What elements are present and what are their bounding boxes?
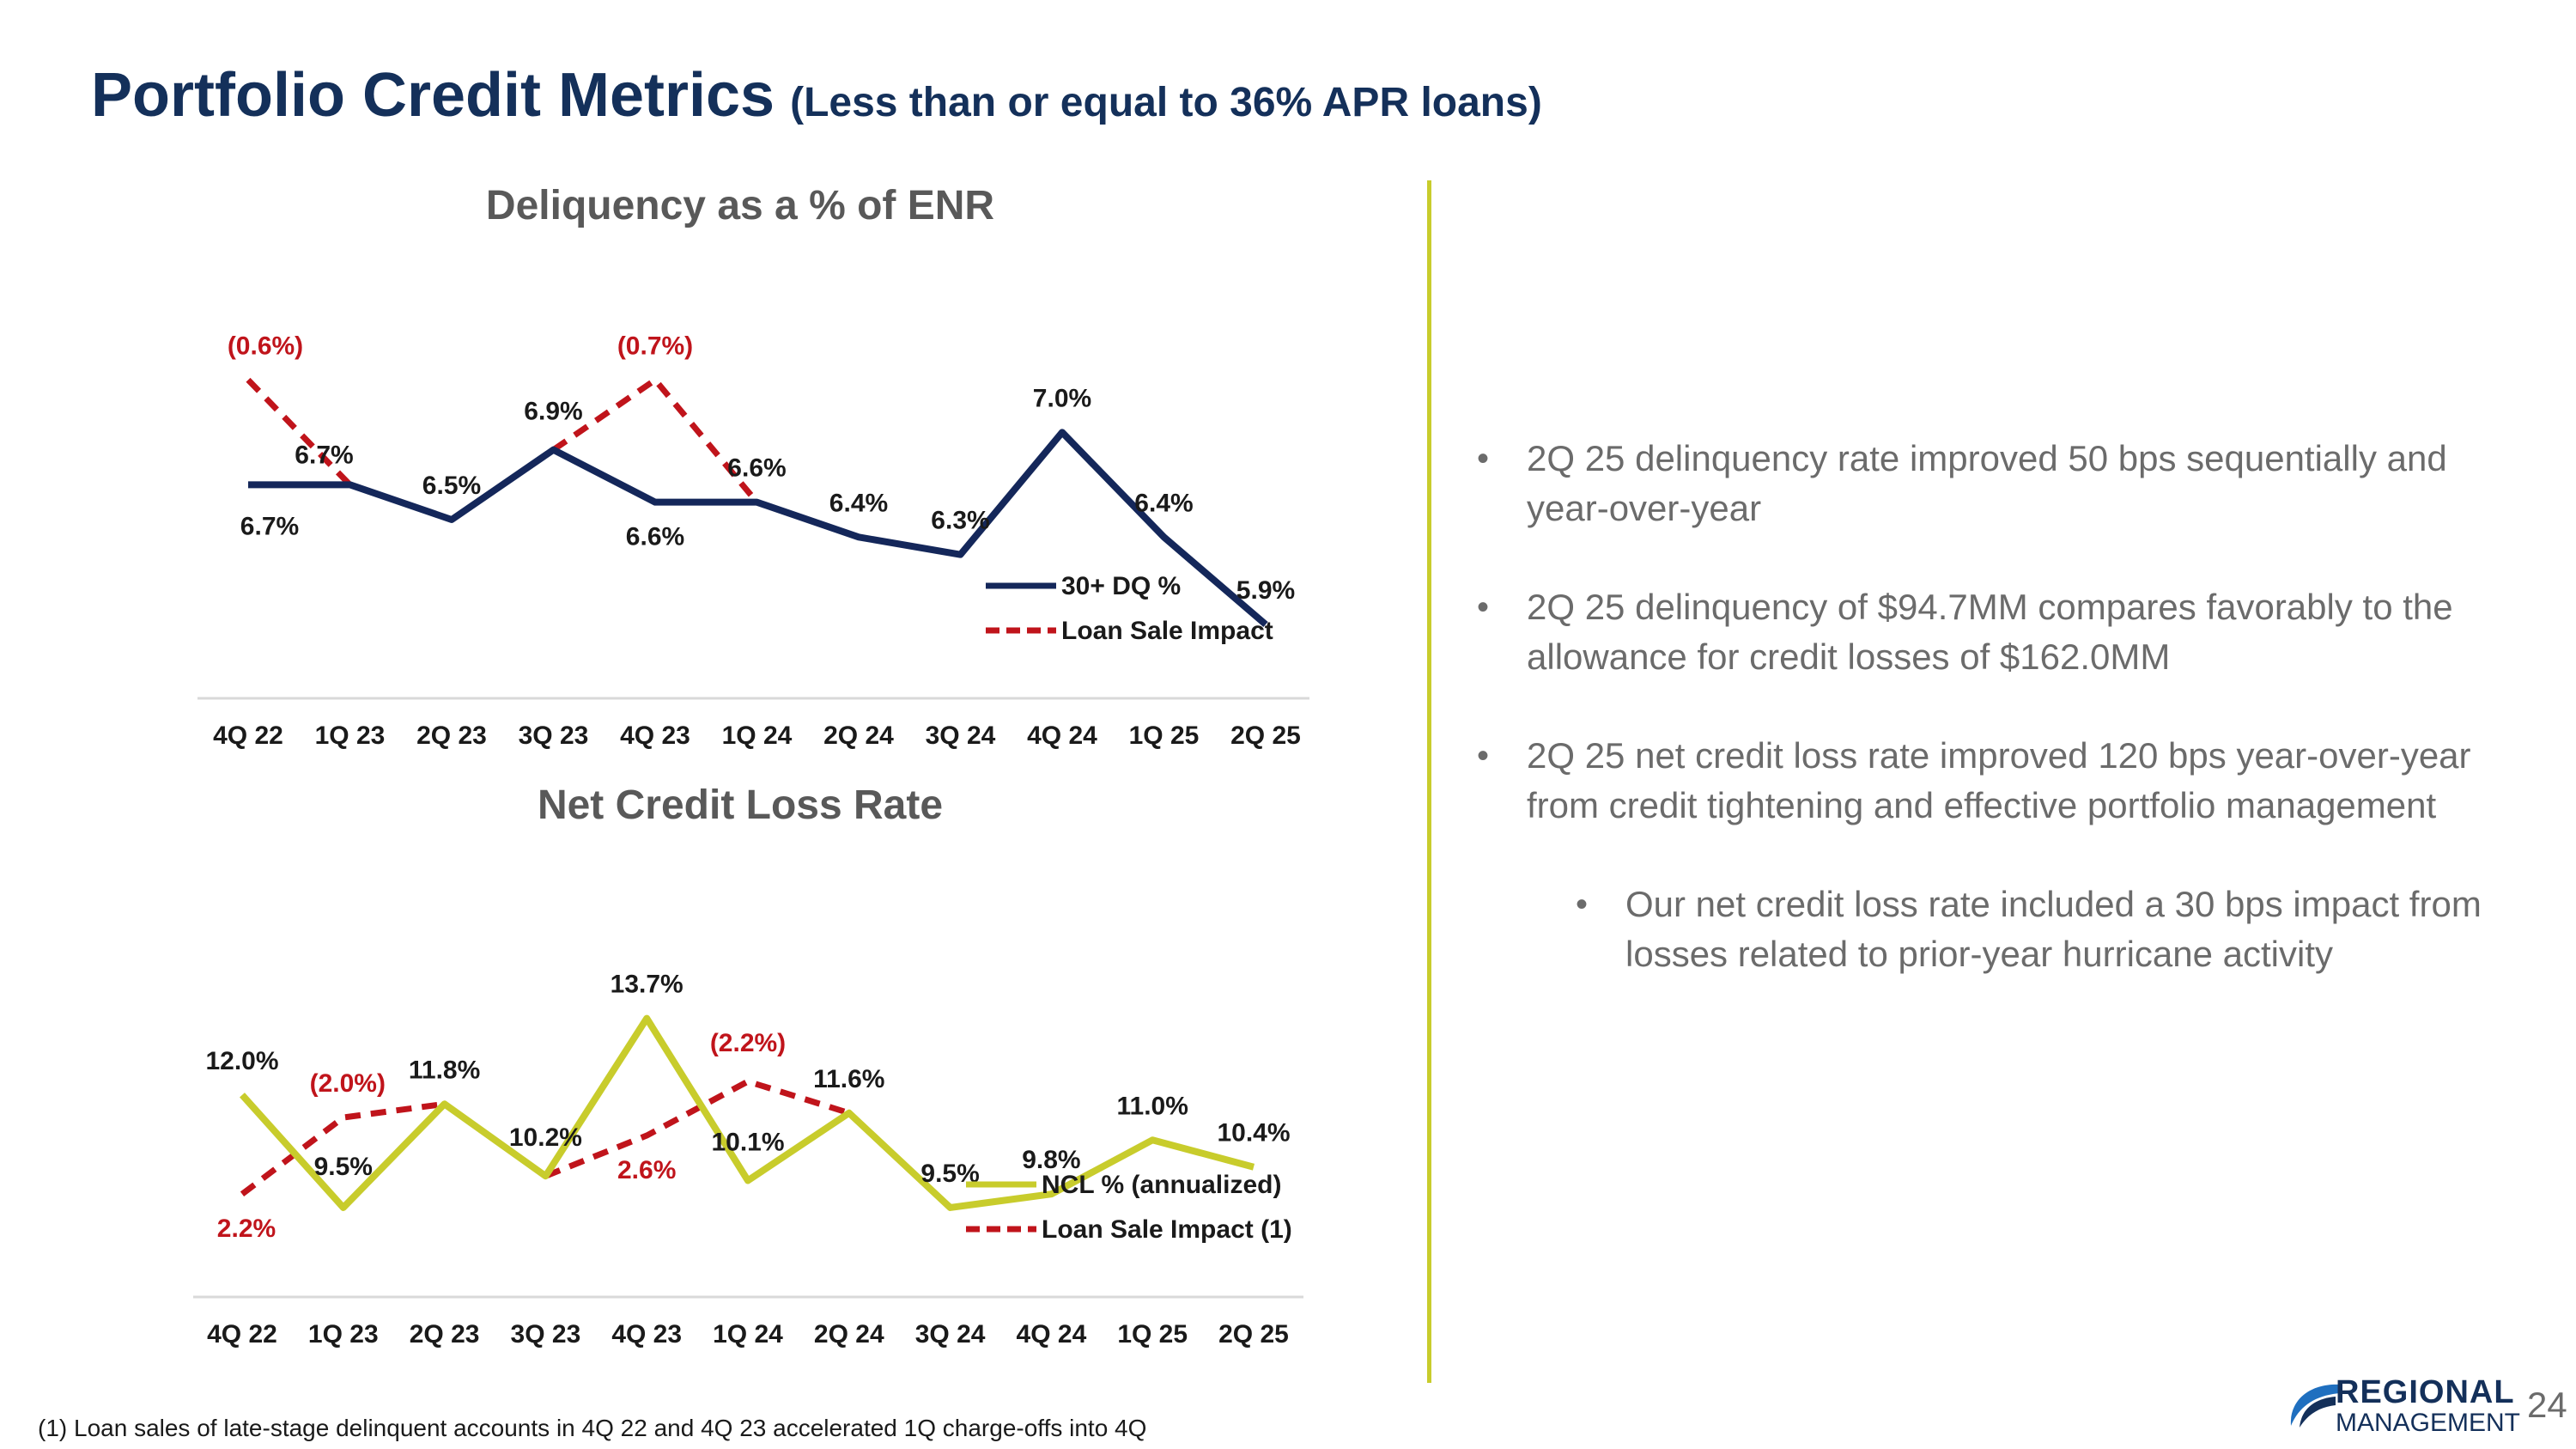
x-tick-label: 2Q 24 (823, 721, 894, 750)
page-title: Portfolio Credit Metrics (91, 61, 775, 130)
x-tick-label: 4Q 24 (1017, 1320, 1087, 1349)
data-label: 6.6% (727, 454, 786, 483)
data-label: 5.9% (1236, 576, 1295, 605)
loan-sale-impact-line (544, 1078, 850, 1179)
x-tick-label: 3Q 23 (519, 721, 589, 750)
impact-label: (0.6%) (228, 332, 303, 360)
impact-label: (0.7%) (617, 332, 693, 360)
data-label: 10.2% (509, 1123, 582, 1152)
x-tick-label: 2Q 25 (1230, 721, 1301, 750)
legend-label: 30+ DQ % (1061, 572, 1181, 600)
chart-title-delinquency: Deliquency as a % of ENR (485, 183, 995, 228)
data-label: 7.0% (1033, 384, 1091, 412)
impact-label: 2.2% (217, 1215, 276, 1243)
company-logo: REGIONAL MANAGEMENT (2284, 1374, 2524, 1443)
loan-sale-impact-line (240, 1100, 446, 1197)
data-label: 11.0% (1116, 1092, 1188, 1120)
data-label: 6.3% (931, 507, 989, 535)
delinquency-chart: 4Q 22 1Q 23 2Q 23 3Q 23 4Q 23 1Q 24 2Q 24 3Q 24… (197, 332, 1309, 750)
bullet-item: 2Q 25 delinquency of $94.7MM compares fa… (1477, 582, 2507, 682)
data-label: 6.4% (1134, 489, 1193, 517)
commentary-bullets: 2Q 25 delinquency rate improved 50 bps s… (1477, 434, 2507, 1028)
x-tick-label: 4Q 24 (1027, 721, 1097, 750)
x-tick-label: 2Q 25 (1218, 1320, 1289, 1349)
chart-title-ncl: Net Credit Loss Rate (537, 782, 944, 828)
vertical-divider (1427, 180, 1431, 1383)
x-tick-label: 2Q 23 (416, 721, 487, 750)
data-label: 6.7% (240, 512, 299, 540)
bullet-item: 2Q 25 delinquency rate improved 50 bps s… (1477, 434, 2507, 533)
data-label: 13.7% (611, 971, 683, 999)
logo-text-top: REGIONAL (2336, 1374, 2515, 1410)
sub-bullet-item: Our net credit loss rate included a 30 b… (1576, 880, 2507, 979)
loan-sale-impact-line (551, 376, 760, 504)
x-tick-label: 1Q 24 (722, 721, 793, 750)
slide-title: Portfolio Credit Metrics (Less than or eq… (91, 60, 1542, 131)
footnote: (1) Loan sales of late-stage delinquent … (38, 1415, 1147, 1441)
bullet-item: 2Q 25 net credit loss rate improved 120 … (1477, 731, 2507, 831)
data-label: 9.8% (1022, 1146, 1080, 1174)
x-tick-label: 1Q 25 (1129, 721, 1200, 750)
legend-label: Loan Sale Impact (1061, 617, 1273, 645)
page-number: 24 (2527, 1385, 2567, 1425)
x-tick-label: 1Q 23 (315, 721, 386, 750)
x-tick-label: 1Q 25 (1117, 1320, 1188, 1349)
data-label: 11.6% (813, 1065, 884, 1093)
x-tick-label: 4Q 22 (207, 1320, 277, 1349)
x-tick-label: 3Q 24 (926, 721, 996, 750)
main-series-line (240, 1014, 1255, 1211)
x-tick-label: 3Q 23 (511, 1320, 581, 1349)
data-label: 10.4% (1217, 1119, 1290, 1148)
data-label: 6.7% (295, 441, 353, 469)
impact-label: (2.0%) (310, 1069, 386, 1098)
page-subtitle: (Less than or equal to 36% APR loans) (790, 80, 1542, 125)
logo-swoosh-icon (2290, 1384, 2341, 1428)
legend-label: NCL % (annualized) (1042, 1171, 1281, 1199)
main-series-line (248, 429, 1268, 628)
data-label: 6.4% (829, 489, 888, 517)
data-label: 10.1% (711, 1128, 784, 1156)
impact-label: (2.2%) (710, 1029, 786, 1057)
x-tick-label: 4Q 23 (620, 721, 690, 750)
x-tick-label: 1Q 23 (308, 1320, 379, 1349)
data-label: 11.8% (409, 1056, 480, 1084)
data-label: 6.5% (422, 472, 481, 500)
data-label: 12.0% (205, 1047, 278, 1075)
legend-label: Loan Sale Impact (1) (1042, 1215, 1292, 1244)
data-label: 6.9% (524, 398, 582, 426)
x-tick-label: 2Q 23 (410, 1320, 480, 1349)
impact-label: 2.6% (617, 1156, 676, 1184)
logo-text-bottom: MANAGEMENT (2336, 1409, 2521, 1437)
data-label: 9.5% (314, 1153, 373, 1181)
data-label: 6.6% (626, 523, 684, 551)
x-tick-label: 2Q 24 (814, 1320, 884, 1349)
ncl-chart: 4Q 22 1Q 23 2Q 23 3Q 23 4Q 23 1Q 24 2Q 24 3Q 24… (193, 971, 1303, 1349)
x-tick-label: 4Q 22 (213, 721, 283, 750)
x-tick-label: 4Q 23 (611, 1320, 682, 1349)
x-tick-label: 1Q 24 (713, 1320, 783, 1349)
x-tick-label: 3Q 24 (915, 1320, 986, 1349)
